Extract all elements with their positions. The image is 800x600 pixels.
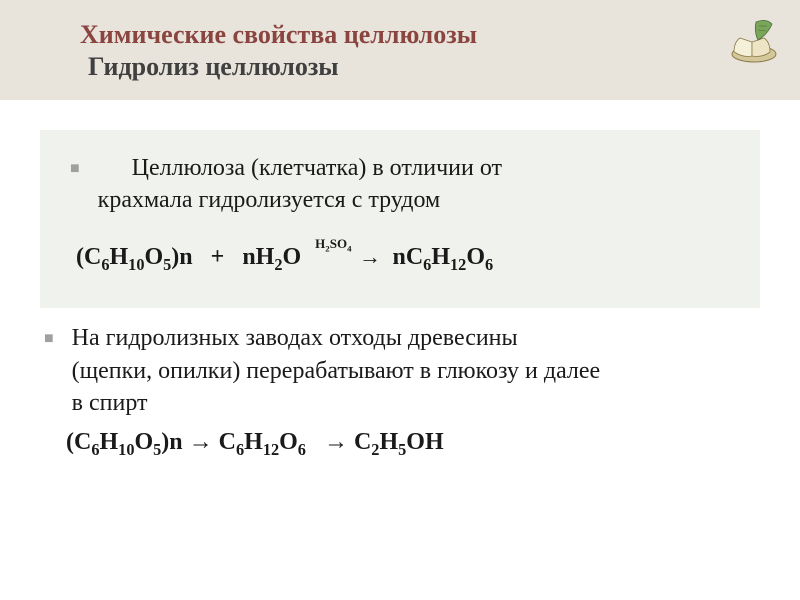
- header-band: Химические свойства целлюлозы Гидролиз ц…: [0, 0, 800, 100]
- bullet-2-line-3: в спирт: [72, 387, 601, 419]
- bullet-1-text: Целлюлоза (клетчатка) в отличии от крахм…: [98, 152, 502, 217]
- intro-block: ■ Целлюлоза (клетчатка) в отличии от кра…: [40, 130, 760, 308]
- reaction-arrow-icon: →: [353, 244, 386, 269]
- catalyst-label: H2SO4: [315, 236, 351, 251]
- reaction-arrow-icon: →: [183, 429, 219, 455]
- bullet-2-text: На гидролизных заводах отходы древесины …: [72, 322, 601, 419]
- bullet-2-line-1: На гидролизных заводах отходы древесины: [72, 322, 601, 354]
- bullet-1-line-2: крахмала гидролизуется с трудом: [98, 184, 502, 216]
- bullet-1-line-1: Целлюлоза (клетчатка) в отличии от: [98, 152, 502, 184]
- reaction-arrow-icon: →: [306, 429, 354, 455]
- bullet-item-1: ■ Целлюлоза (клетчатка) в отличии от кра…: [70, 152, 730, 217]
- equation-1: (C6H10O5)n + nH2O H2SO4 → nC6H12O6: [76, 241, 730, 277]
- content-area: ■ Целлюлоза (клетчатка) в отличии от кра…: [0, 100, 800, 480]
- section-2: ■ На гидролизных заводах отходы древесин…: [40, 322, 760, 460]
- bullet-item-2: ■ На гидролизных заводах отходы древесин…: [44, 322, 756, 419]
- bullet-2-line-2: (щепки, опилки) перерабатывают в глюкозу…: [72, 355, 601, 387]
- bullet-marker-icon: ■: [70, 160, 80, 178]
- slide-subtitle: Гидролиз целлюлозы: [88, 52, 760, 82]
- book-decoration-icon: [726, 12, 782, 68]
- equation-2: (C6H10O5)n → C6H12O6 → C2H5OH: [66, 429, 756, 460]
- slide-title: Химические свойства целлюлозы: [80, 18, 760, 52]
- bullet-marker-icon: ■: [44, 330, 54, 348]
